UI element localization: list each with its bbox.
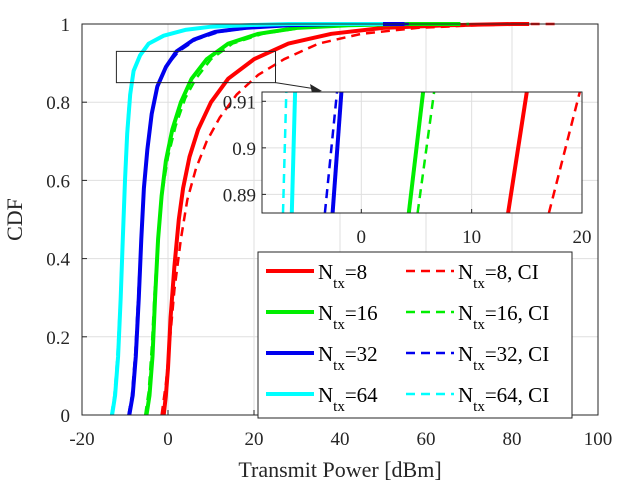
- legend-label-base: N: [458, 342, 473, 366]
- x-tick-label: -20: [69, 429, 94, 450]
- legend-box: [257, 251, 573, 419]
- legend-label-sub: tx: [333, 276, 345, 292]
- inset-series-line: [506, 92, 529, 213]
- inset-plot: [281, 92, 582, 213]
- inset-chart: 0 10 20 0.89 0.9 0.91: [223, 91, 592, 248]
- y-tick-label: 1: [61, 15, 71, 36]
- x-tick-label: 40: [331, 429, 350, 450]
- legend-label-sub: tx: [473, 317, 485, 333]
- inset-y-tick-label: 0.89: [223, 185, 256, 206]
- legend-label-sub: tx: [333, 317, 345, 333]
- series-line: [161, 22, 530, 416]
- legend-label-suffix: =16, CI: [485, 301, 549, 325]
- inset-y-tick-label: 0.9: [232, 139, 256, 160]
- inset-frame: [261, 91, 583, 214]
- legend-label: Ntx=16, CI: [458, 301, 549, 333]
- legend-label-base: N: [458, 383, 473, 407]
- legend-label-sub: tx: [333, 358, 345, 374]
- legend-label-suffix: =8: [345, 260, 367, 284]
- inset-series-line: [416, 92, 436, 213]
- y-tick-label: 0.6: [46, 171, 70, 192]
- inset-series-line: [330, 92, 344, 213]
- inset-series-line: [547, 92, 582, 213]
- y-tick-label: 0: [61, 406, 71, 427]
- series-line: [109, 22, 383, 416]
- legend-label-base: N: [458, 301, 473, 325]
- x-tick-label: 20: [245, 429, 264, 450]
- inset-series-line: [406, 92, 426, 213]
- zoom-region-box: [115, 50, 277, 84]
- legend-label-sub: tx: [473, 399, 485, 415]
- zoom-arrow-head: [310, 84, 322, 93]
- legend-label: Ntx=64: [318, 383, 378, 415]
- legend-label-suffix: =64: [345, 383, 378, 407]
- legend-label: Ntx=8, CI: [458, 260, 539, 292]
- legend-label-base: N: [318, 383, 333, 407]
- legend-label-base: N: [318, 342, 333, 366]
- legend-label-sub: tx: [333, 399, 345, 415]
- x-tick-label: 60: [417, 429, 436, 450]
- x-axis-label: Transmit Power [dBm]: [238, 457, 441, 482]
- legend-label-suffix: =32: [345, 342, 378, 366]
- legend-label: Ntx=32, CI: [458, 342, 549, 374]
- legend-label-base: N: [318, 301, 333, 325]
- inset-series-line: [289, 92, 298, 213]
- legend-label-suffix: =64, CI: [485, 383, 549, 407]
- zoom-arrow: [275, 82, 322, 93]
- legend-label-sub: tx: [473, 276, 485, 292]
- legend-label: Ntx=64, CI: [458, 383, 549, 415]
- legend-label: Ntx=16: [318, 301, 378, 333]
- legend-label-suffix: =16: [345, 301, 378, 325]
- y-tick-label: 0.2: [46, 328, 70, 349]
- legend-label-base: N: [318, 260, 333, 284]
- x-tick-label: 100: [584, 429, 613, 450]
- series-line: [143, 22, 469, 416]
- series-line: [160, 22, 555, 416]
- legend-label-base: N: [458, 260, 473, 284]
- inset-series-line: [281, 92, 288, 213]
- inset-y-tick-label: 0.91: [223, 92, 256, 113]
- legend-label-sub: tx: [473, 358, 485, 374]
- legend-label: Ntx=32: [318, 342, 378, 374]
- inset-x-tick-label: 0: [357, 227, 367, 248]
- inset-series-line: [323, 92, 339, 213]
- y-tick-label: 0.4: [46, 250, 70, 271]
- legend-label-suffix: =8, CI: [485, 260, 539, 284]
- inset-x-tick-label: 10: [462, 227, 481, 248]
- legend-label-suffix: =32, CI: [485, 342, 549, 366]
- y-tick-label: 0.8: [46, 93, 70, 114]
- legend-label: Ntx=8: [318, 260, 367, 292]
- inset-x-tick-label: 20: [573, 227, 592, 248]
- x-tick-label: 80: [503, 429, 522, 450]
- y-axis-label: CDF: [2, 198, 27, 241]
- x-tick-label: 0: [163, 429, 173, 450]
- zoom-arrow-line: [275, 82, 317, 90]
